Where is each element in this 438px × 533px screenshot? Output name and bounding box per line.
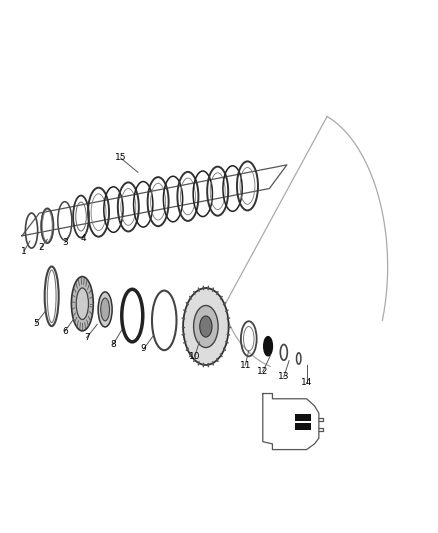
Text: 4: 4: [81, 233, 86, 243]
Text: 2: 2: [38, 243, 43, 252]
Ellipse shape: [183, 288, 229, 365]
Text: 13: 13: [278, 373, 290, 382]
Text: 15: 15: [115, 154, 126, 163]
Text: 9: 9: [141, 344, 147, 353]
Ellipse shape: [76, 288, 88, 319]
Text: 3: 3: [62, 238, 68, 247]
Ellipse shape: [98, 292, 112, 327]
Text: 11: 11: [240, 360, 251, 369]
Text: 8: 8: [110, 340, 116, 349]
Text: 10: 10: [189, 352, 201, 361]
Ellipse shape: [264, 336, 272, 356]
Text: 14: 14: [301, 378, 312, 387]
Bar: [295, 414, 311, 421]
Ellipse shape: [194, 305, 218, 348]
Ellipse shape: [200, 316, 212, 337]
Ellipse shape: [71, 277, 93, 331]
Bar: [295, 423, 311, 430]
Text: 1: 1: [21, 247, 27, 256]
Text: 5: 5: [33, 319, 39, 328]
Ellipse shape: [101, 298, 110, 321]
Text: 12: 12: [257, 367, 268, 376]
Text: 7: 7: [84, 333, 90, 342]
Text: 6: 6: [62, 327, 68, 336]
